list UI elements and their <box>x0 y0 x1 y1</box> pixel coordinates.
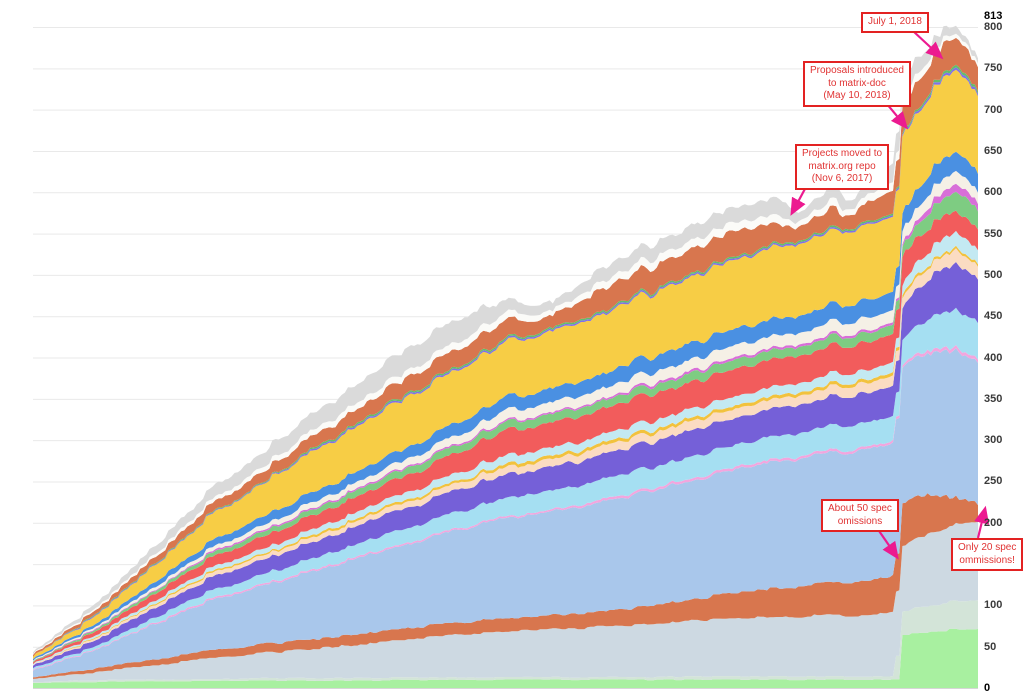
annotation-arrow-july-1-2018 <box>912 30 944 60</box>
annotation-arrow-only-20-omissions <box>974 505 990 539</box>
band-off-white <box>33 170 978 662</box>
band-blue <box>33 151 978 661</box>
annotation-arrow-proposals-matrix-doc <box>886 103 909 130</box>
annotation-arrow-projects-moved <box>790 186 807 216</box>
band-purple <box>33 262 978 669</box>
annotation-arrow-about-50-omissions <box>876 527 899 560</box>
band-green-mid <box>33 191 978 663</box>
band-bright-green-bottom <box>33 628 978 688</box>
band-red <box>33 210 978 665</box>
band-yellow-large <box>33 69 978 660</box>
band-pale-blue-gray <box>33 522 978 683</box>
band-light-cyan <box>33 307 978 670</box>
band-light-blue-large <box>33 348 978 678</box>
